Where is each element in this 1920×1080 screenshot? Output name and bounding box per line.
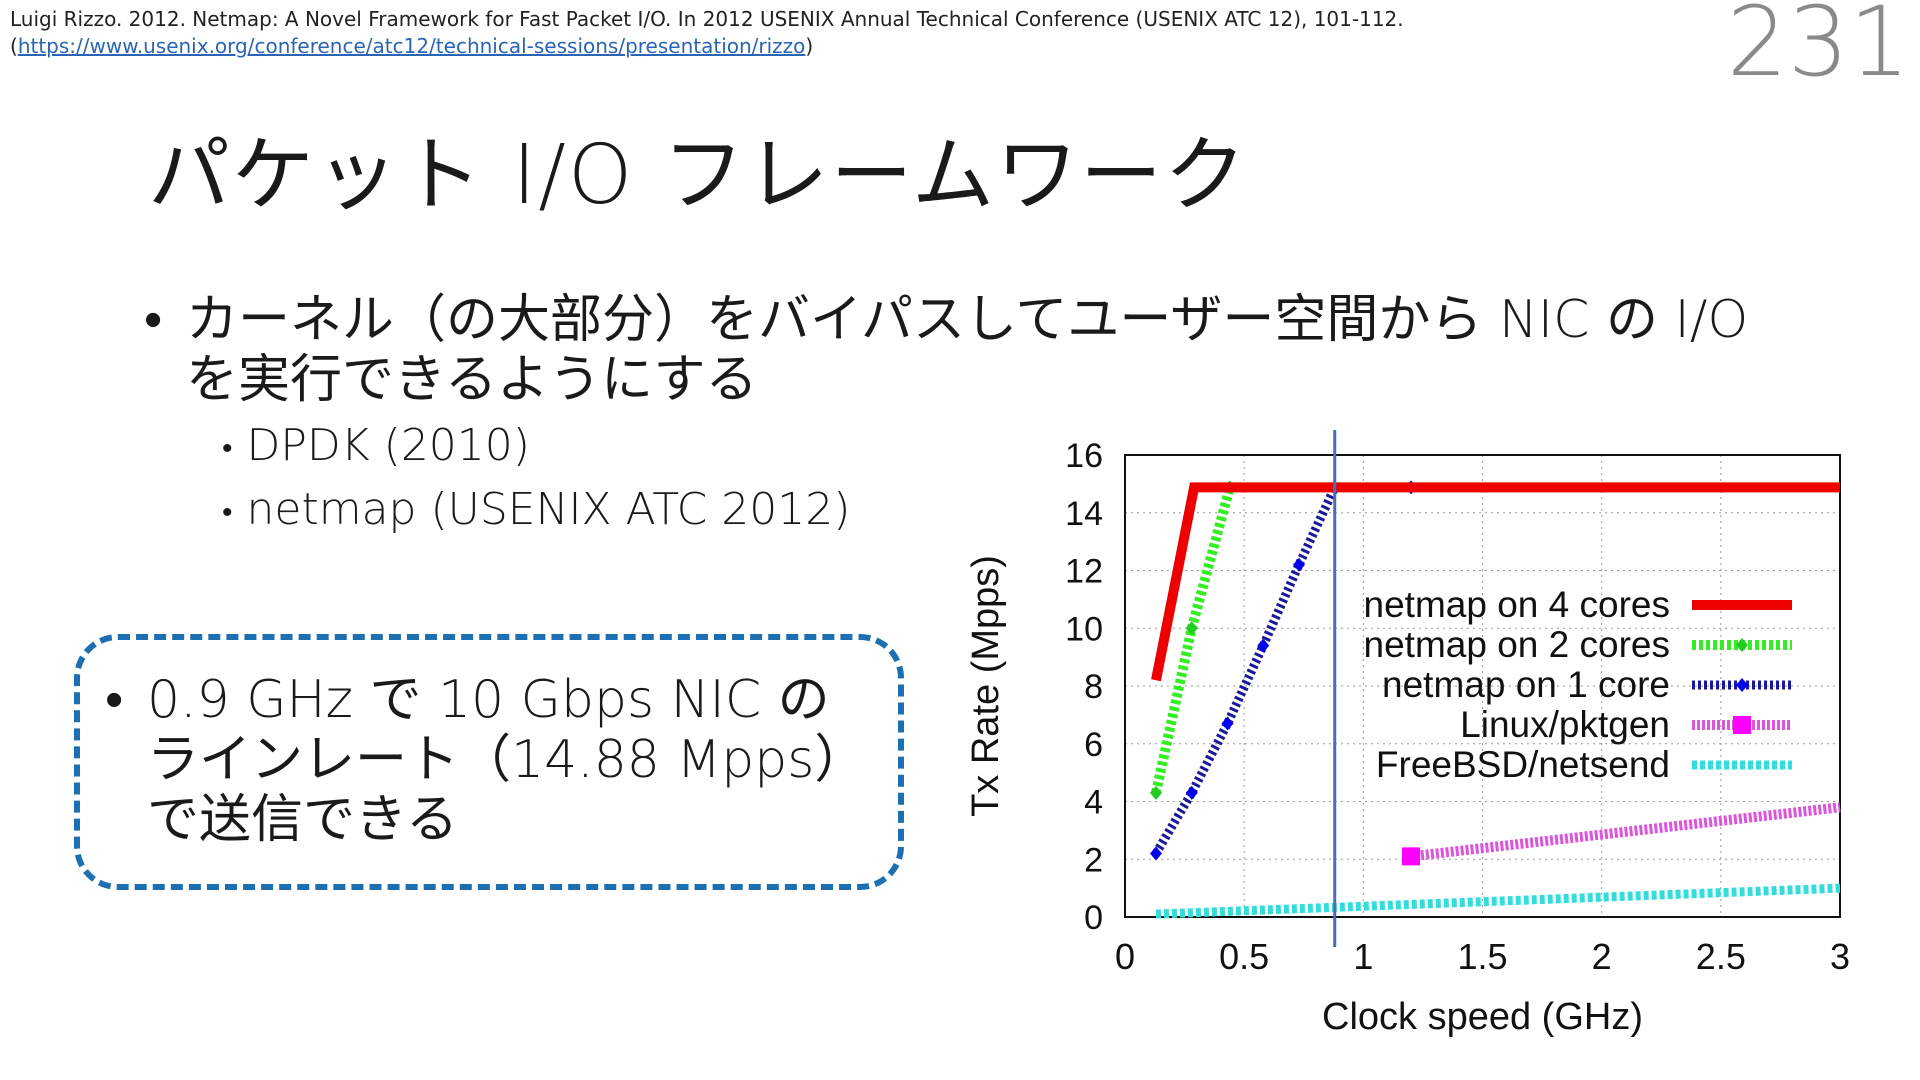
sub-bullet-text: DPDK (2010) bbox=[246, 420, 530, 471]
series-line bbox=[1151, 482, 1840, 682]
y-tick-label: 8 bbox=[1084, 668, 1103, 706]
x-tick-label: 0 bbox=[1115, 936, 1135, 977]
x-axis-label: Clock speed (GHz) bbox=[1322, 996, 1643, 1038]
legend-label: FreeBSD/netsend bbox=[1376, 744, 1670, 785]
main-bullet: • カーネル（の大部分）をバイパスしてユーザー空間から NIC の I/O を実… bbox=[144, 290, 1810, 410]
data-point bbox=[1402, 847, 1420, 866]
data-point bbox=[1185, 621, 1198, 636]
sub-bullet-text: netmap (USENIX ATC 2012) bbox=[246, 484, 851, 535]
legend-marker bbox=[1736, 638, 1748, 652]
citation-link[interactable]: https://www.usenix.org/conference/atc12/… bbox=[17, 34, 806, 58]
plot-frame bbox=[1124, 454, 1841, 918]
y-tick-label: 6 bbox=[1084, 726, 1103, 764]
citation-close: ) bbox=[805, 34, 814, 58]
y-tick-label: 16 bbox=[1065, 437, 1103, 475]
callout-box bbox=[74, 634, 904, 890]
data-point bbox=[1221, 716, 1234, 731]
y-tick-label: 14 bbox=[1065, 495, 1103, 533]
sub-bullet-dpdk: • DPDK (2010) bbox=[222, 420, 530, 471]
callout-text: 0.9 GHz で 10 Gbps NIC の ラインレート（14.88 Mpp… bbox=[147, 670, 867, 850]
legend-label: Linux/pktgen bbox=[1460, 704, 1670, 745]
data-point bbox=[1149, 846, 1162, 861]
tx-rate-chart: 0 0.5 1 1.5 2 2.5 3 0 2 4 6 8 10 12 14 16 Clock speed (G… bbox=[965, 430, 1850, 1038]
bullet-dot: • bbox=[105, 670, 124, 730]
y-tick-label: 2 bbox=[1084, 841, 1103, 879]
legend-marker bbox=[1736, 678, 1748, 692]
x-tick-label: 1 bbox=[1353, 936, 1373, 977]
main-bullet-text: カーネル（の大部分）をバイパスしてユーザー空間から NIC の I/O を実行で… bbox=[186, 290, 1749, 410]
y-tick-label: 10 bbox=[1065, 610, 1103, 648]
bullet-dot: • bbox=[222, 430, 233, 466]
bullet-dot: • bbox=[144, 290, 163, 350]
y-tick-label: 12 bbox=[1065, 553, 1103, 591]
callout-bullet: • 0.9 GHz で 10 Gbps NIC の ラインレート（14.88 M… bbox=[105, 670, 885, 850]
slide-title: パケット I/O フレームワーク bbox=[148, 128, 1249, 223]
x-tick-label: 2.5 bbox=[1696, 936, 1746, 977]
citation: Luigi Rizzo. 2012. Netmap: A Novel Frame… bbox=[10, 6, 1410, 60]
data-point bbox=[1292, 557, 1305, 572]
data-point bbox=[1149, 785, 1162, 800]
citation-text: Luigi Rizzo. 2012. Netmap: A Novel Frame… bbox=[10, 7, 1404, 58]
series-line bbox=[1152, 482, 1840, 856]
y-axis-label: Tx Rate (Mpps) bbox=[965, 555, 1007, 817]
x-tick-label: 3 bbox=[1830, 936, 1850, 977]
legend-label: netmap on 1 core bbox=[1382, 664, 1670, 705]
page-number: 231 bbox=[1726, 0, 1910, 98]
legend-label: netmap on 2 cores bbox=[1364, 624, 1670, 665]
x-tick-label: 1.5 bbox=[1457, 936, 1507, 977]
y-tick-label: 0 bbox=[1084, 899, 1103, 937]
sub-bullet-netmap: • netmap (USENIX ATC 2012) bbox=[222, 484, 850, 535]
data-point bbox=[1185, 785, 1198, 800]
y-tick-label: 4 bbox=[1084, 784, 1103, 822]
series-line bbox=[1155, 883, 1841, 919]
x-tick-label: 2 bbox=[1592, 936, 1612, 977]
data-point bbox=[1257, 638, 1270, 653]
legend-marker bbox=[1733, 716, 1751, 734]
legend-label: netmap on 4 cores bbox=[1364, 584, 1670, 625]
bullet-dot: • bbox=[222, 494, 233, 530]
x-tick-label: 0.5 bbox=[1219, 936, 1269, 977]
series-line bbox=[1410, 802, 1841, 862]
